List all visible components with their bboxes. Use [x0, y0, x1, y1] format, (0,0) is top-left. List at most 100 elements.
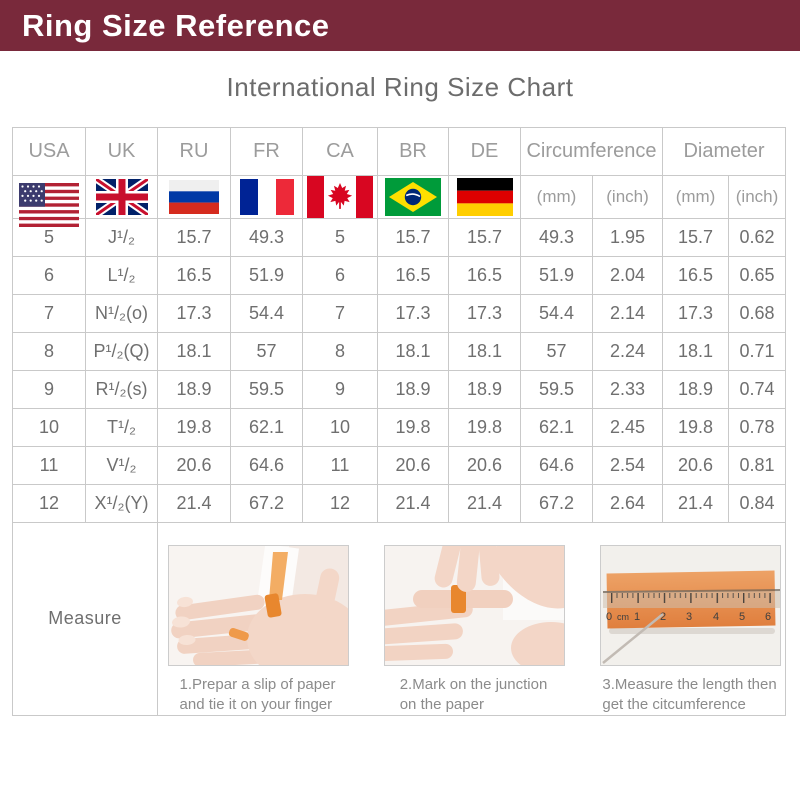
- cell-circ-inch: 2.33: [591, 370, 664, 409]
- table-row: 7 N¹/₂(o) 17.3 54.4 7 17.3 17.3 54.4 2.14 17.3 0.6…: [12, 294, 787, 333]
- ru-flag-icon: [169, 180, 219, 214]
- step2-caption: 2.Mark on the junction on the paper: [399, 676, 548, 713]
- cell-dia-inch: 0.71: [728, 332, 787, 371]
- col-header-ru: RU: [157, 127, 231, 176]
- svg-text:1: 1: [634, 611, 640, 623]
- cell-ca: 5: [302, 218, 378, 257]
- cell-circ-mm: 59.5: [520, 370, 593, 409]
- banner-title: Ring Size Reference: [22, 7, 330, 43]
- svg-text:cm: cm: [617, 612, 629, 622]
- cell-circ-mm: 54.4: [520, 294, 593, 333]
- page-title: International Ring Size Chart: [226, 72, 574, 102]
- cell-dia-mm: 18.9: [662, 370, 730, 409]
- table-row: 8 P¹/₂(Q) 18.1 57 8 18.1 18.1 57 2.24 18.1 0.71: [12, 332, 787, 371]
- cell-dia-inch: 0.78: [728, 408, 787, 447]
- step1-photo-tie-paper: [168, 543, 363, 682]
- step2-photo-mark-junction: [375, 532, 592, 674]
- cell-usa: 7: [12, 294, 86, 333]
- measure-step-3: 0 cm 1 2 3 4 5 6: [600, 545, 782, 715]
- cell-dia-mm: 21.4: [662, 484, 730, 523]
- cell-br: 17.3: [377, 294, 449, 333]
- cell-de: 21.4: [448, 484, 521, 523]
- fr-flag-icon: [239, 179, 294, 215]
- cell-dia-mm: 19.8: [662, 408, 730, 447]
- svg-text:3: 3: [686, 611, 692, 623]
- cell-dia-mm: 16.5: [662, 256, 730, 295]
- cell-ca: 12: [302, 484, 378, 523]
- cell-br: 20.6: [377, 446, 449, 485]
- cell-circ-mm: 51.9: [520, 256, 593, 295]
- flag-cell-usa: [12, 175, 86, 227]
- cell-dia-mm: 17.3: [662, 294, 730, 333]
- cell-usa: 9: [12, 370, 86, 409]
- step3-photo-ruler: 0 cm 1 2 3 4 5 6: [600, 545, 782, 666]
- header-banner: Ring Size Reference: [0, 0, 800, 51]
- col-header-ca: CA: [302, 127, 378, 176]
- cell-circ-inch: 1.95: [591, 218, 664, 257]
- table-row: 6 L¹/₂ 16.5 51.9 6 16.5 16.5 51.9 2.04 16.5 0.65: [12, 256, 787, 295]
- measure-row: Measure: [12, 522, 787, 716]
- cell-dia-inch: 0.74: [728, 370, 787, 409]
- usa-flag-icon: [19, 182, 79, 227]
- cell-ru: 18.9: [157, 370, 231, 409]
- cell-dia-mm: 15.7: [662, 218, 730, 257]
- cell-circ-inch: 2.04: [591, 256, 664, 295]
- cell-fr: 62.1: [230, 408, 303, 447]
- cell-ca: 7: [302, 294, 378, 333]
- measure-label: Measure: [12, 522, 158, 716]
- cell-usa: 12: [12, 484, 86, 523]
- svg-text:0: 0: [606, 611, 612, 623]
- subheader-diameter-inch: (inch): [728, 175, 787, 219]
- step1-caption: 1.Prepar a slip of paper and tie it on y…: [179, 676, 336, 713]
- col-header-de: DE: [448, 127, 521, 176]
- cell-ru: 16.5: [157, 256, 231, 295]
- cell-de: 19.8: [448, 408, 521, 447]
- ca-flag-icon: [307, 176, 373, 218]
- cell-circ-mm: 67.2: [520, 484, 593, 523]
- cell-br: 18.9: [377, 370, 449, 409]
- header-row-codes: USA UK RU FR CA BR DE Circumference Diam…: [12, 127, 787, 176]
- cell-fr: 54.4: [230, 294, 303, 333]
- flag-cell-de: [448, 175, 521, 219]
- svg-text:5: 5: [739, 611, 745, 623]
- cell-ru: 18.1: [157, 332, 231, 371]
- cell-uk: N¹/₂(o): [85, 294, 158, 333]
- svg-text:6: 6: [765, 611, 771, 623]
- col-header-fr: FR: [230, 127, 303, 176]
- cell-circ-mm: 62.1: [520, 408, 593, 447]
- cell-dia-inch: 0.84: [728, 484, 787, 523]
- measure-instructions: 1.Prepar a slip of paper and tie it on y…: [156, 522, 787, 716]
- cell-circ-mm: 49.3: [520, 218, 593, 257]
- cell-ca: 6: [302, 256, 378, 295]
- cell-circ-inch: 2.14: [591, 294, 664, 333]
- cell-dia-mm: 20.6: [662, 446, 730, 485]
- cell-dia-inch: 0.81: [728, 446, 787, 485]
- cell-br: 15.7: [377, 218, 449, 257]
- cell-ru: 20.6: [157, 446, 231, 485]
- cell-uk: T¹/₂: [85, 408, 158, 447]
- cell-de: 17.3: [448, 294, 521, 333]
- svg-text:2: 2: [660, 611, 666, 623]
- cell-fr: 64.6: [230, 446, 303, 485]
- cell-usa: 6: [12, 256, 86, 295]
- cell-uk: R¹/₂(s): [85, 370, 158, 409]
- cell-circ-mm: 57: [520, 332, 593, 371]
- cell-ca: 10: [302, 408, 378, 447]
- cell-usa: 8: [12, 332, 86, 371]
- subheader-circumference-inch: (inch): [591, 175, 664, 219]
- table-row: 9 R¹/₂(s) 18.9 59.5 9 18.9 18.9 59.5 2.33 18.9 0.7…: [12, 370, 787, 409]
- cell-uk: L¹/₂: [85, 256, 158, 295]
- table-row: 11 V¹/₂ 20.6 64.6 11 20.6 20.6 64.6 2.54 20.6 0.81: [12, 446, 787, 485]
- cell-uk: J¹/₂: [85, 218, 158, 257]
- cell-de: 18.1: [448, 332, 521, 371]
- cell-ru: 19.8: [157, 408, 231, 447]
- col-header-diameter: Diameter: [662, 127, 787, 176]
- cell-circ-inch: 2.54: [591, 446, 664, 485]
- flag-cell-fr: [230, 175, 303, 219]
- col-header-uk: UK: [85, 127, 158, 176]
- cell-circ-inch: 2.64: [591, 484, 664, 523]
- cell-de: 20.6: [448, 446, 521, 485]
- cell-uk: V¹/₂: [85, 446, 158, 485]
- cell-uk: P¹/₂(Q): [85, 332, 158, 371]
- subheader-circumference-mm: (mm): [520, 175, 593, 219]
